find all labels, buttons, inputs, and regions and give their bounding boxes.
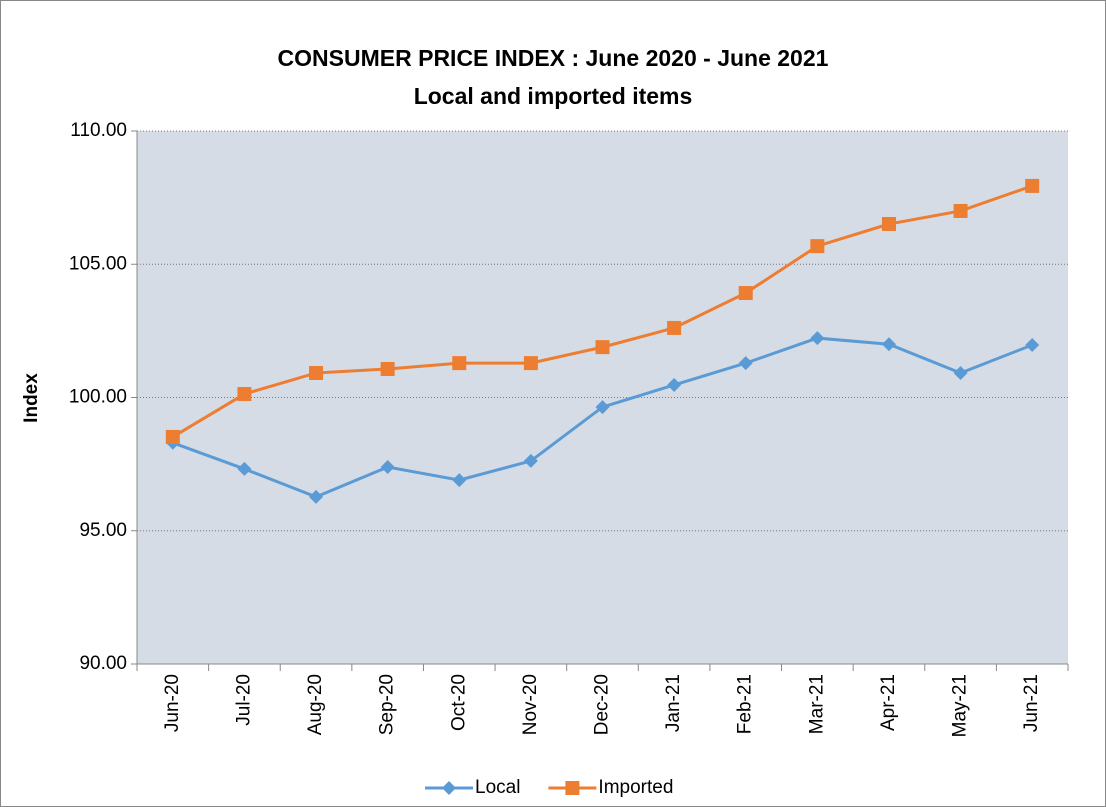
x-tick-label: Sep-20 bbox=[377, 674, 398, 735]
data-point bbox=[953, 203, 968, 218]
x-tick-label: Jan-21 bbox=[663, 674, 684, 732]
x-tick-label: Dec-20 bbox=[592, 674, 613, 735]
data-point bbox=[237, 387, 252, 402]
y-tick-label: 100.00 bbox=[69, 387, 127, 408]
x-tick-label: May-21 bbox=[950, 674, 971, 737]
y-tick-label: 90.00 bbox=[79, 653, 127, 674]
data-point bbox=[881, 217, 896, 232]
data-point bbox=[237, 461, 252, 476]
y-tick-label: 105.00 bbox=[69, 253, 127, 274]
data-point bbox=[523, 453, 538, 468]
x-tick-label: Oct-20 bbox=[448, 674, 469, 731]
data-point bbox=[667, 320, 682, 335]
legend-marker bbox=[565, 781, 580, 795]
data-point bbox=[953, 365, 968, 380]
x-tick-label: Apr-21 bbox=[878, 674, 899, 731]
x-tick-label: Jun-21 bbox=[1021, 674, 1042, 732]
chart-title: CONSUMER PRICE INDEX : June 2020 - June … bbox=[278, 45, 829, 71]
legend-label: Imported bbox=[598, 777, 673, 798]
data-point bbox=[595, 400, 610, 415]
data-point bbox=[1025, 337, 1040, 352]
x-tick-label: Nov-20 bbox=[520, 674, 541, 735]
data-point bbox=[595, 340, 610, 355]
x-tick-label: Feb-21 bbox=[735, 674, 756, 734]
data-point bbox=[738, 286, 753, 301]
data-point bbox=[881, 337, 896, 352]
data-point bbox=[452, 356, 467, 371]
data-point bbox=[810, 239, 825, 254]
data-point bbox=[1025, 178, 1040, 193]
data-point bbox=[380, 460, 395, 475]
x-tick-label: Jul-20 bbox=[233, 674, 254, 726]
data-point bbox=[165, 429, 180, 444]
data-point bbox=[380, 361, 395, 376]
x-tick-label: Jun-20 bbox=[162, 674, 183, 732]
x-tick-label: Aug-20 bbox=[305, 674, 326, 735]
y-tick-label: 110.00 bbox=[70, 120, 127, 141]
legend-label: Local bbox=[475, 777, 520, 798]
data-point bbox=[452, 473, 467, 488]
data-point bbox=[309, 365, 324, 380]
y-axis-label: Index bbox=[21, 373, 42, 423]
data-point bbox=[667, 377, 682, 392]
data-point bbox=[738, 356, 753, 371]
chart-subtitle: Local and imported items bbox=[414, 83, 693, 109]
data-point bbox=[810, 331, 825, 346]
y-tick-label: 95.00 bbox=[79, 520, 127, 541]
data-point bbox=[309, 489, 324, 504]
legend-marker bbox=[442, 781, 456, 795]
x-tick-label: Mar-21 bbox=[806, 674, 827, 734]
data-point bbox=[523, 356, 538, 371]
